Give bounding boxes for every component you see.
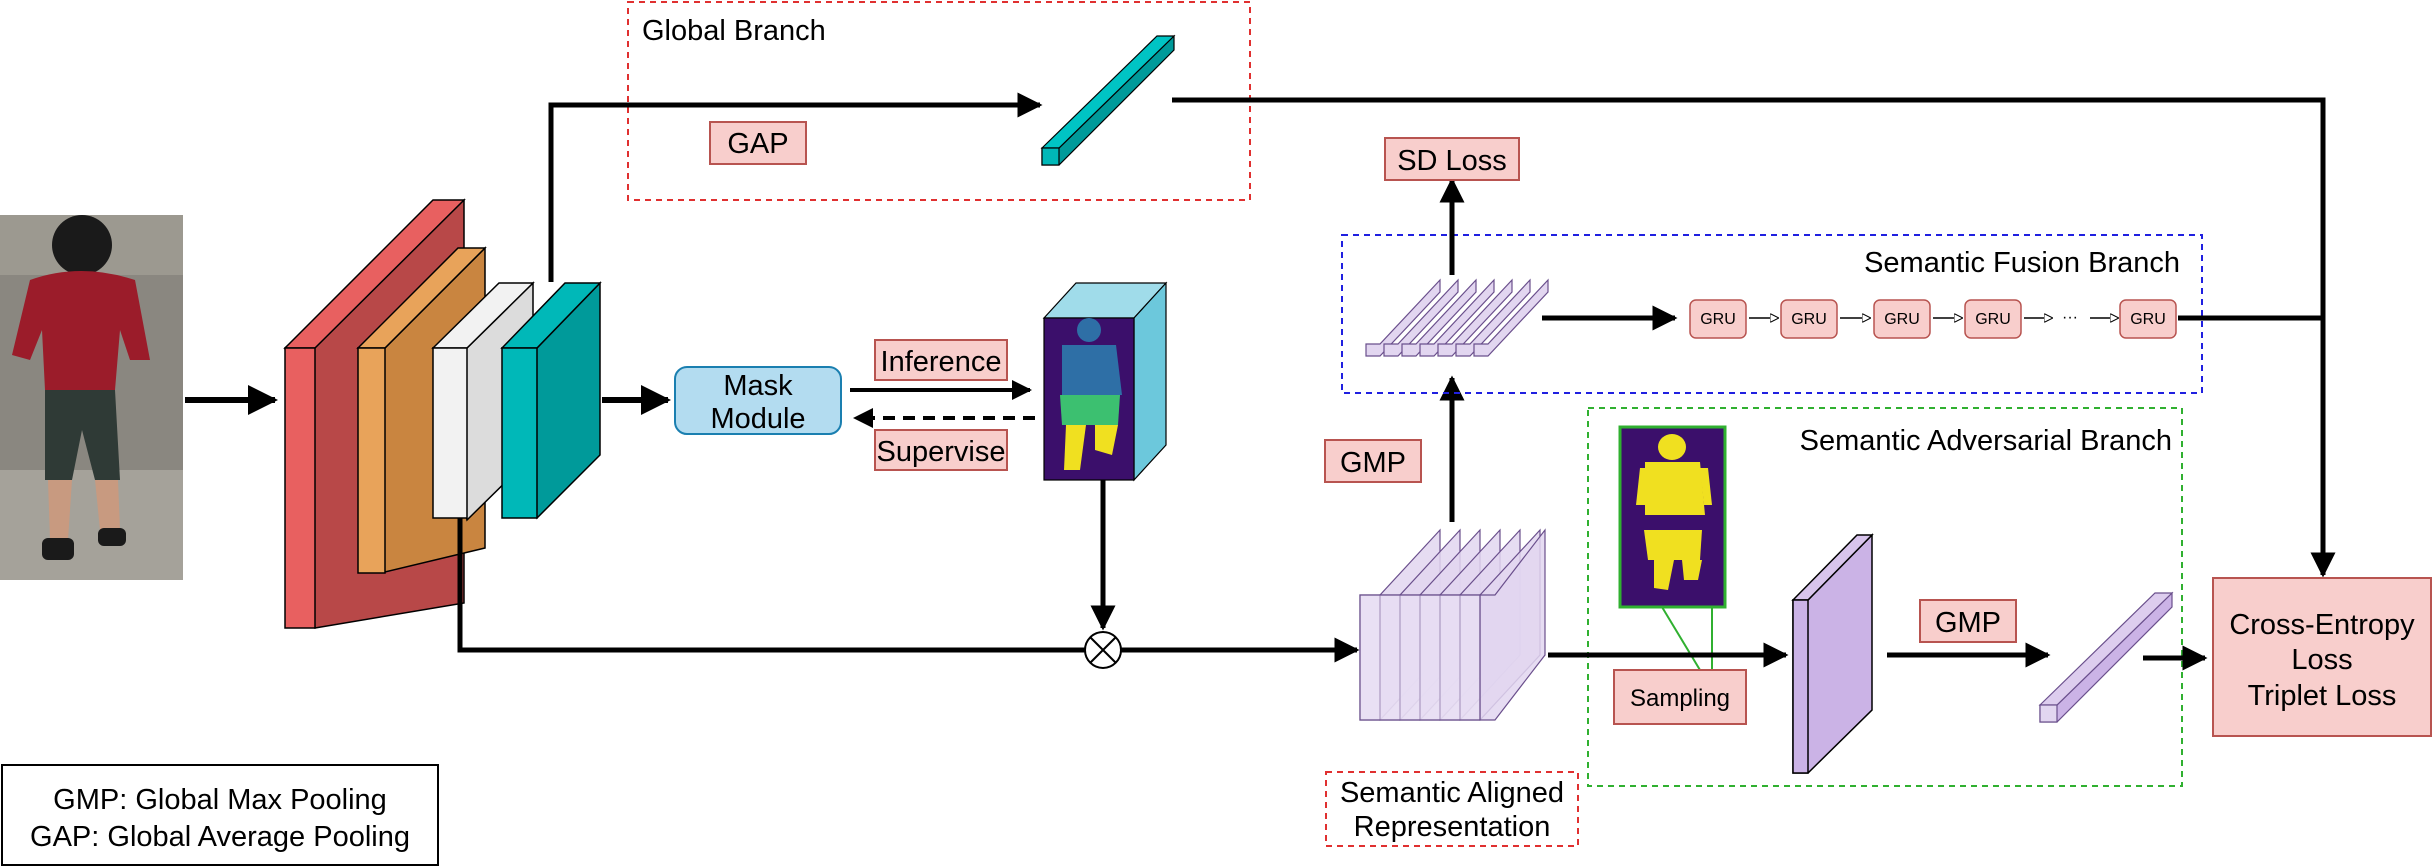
sampled-mask-image bbox=[1618, 425, 1727, 609]
losses-line3: Triplet Loss bbox=[2248, 680, 2397, 712]
semantic-fusion-frame bbox=[1341, 234, 2203, 394]
legend-gmp: GMP: Global Max Pooling bbox=[53, 784, 387, 816]
multiply-icon bbox=[1084, 631, 1122, 669]
gru-cell-label: GRU bbox=[1975, 311, 2011, 328]
gru-cell bbox=[1964, 299, 2022, 339]
gap-label: GAP bbox=[727, 128, 788, 160]
gmp-adversarial-label-box bbox=[1919, 599, 2017, 643]
gru-cell-label: GRU bbox=[2130, 311, 2166, 328]
semantic-aligned-line1: Semantic Aligned bbox=[1340, 777, 1564, 809]
backbone-to-multiply-line bbox=[457, 518, 1085, 653]
backbone-block-teal bbox=[500, 281, 602, 520]
gmp-adversarial-label: GMP bbox=[1935, 607, 2001, 639]
global-to-loss-arrow bbox=[1172, 97, 2336, 578]
mask-module-line2: Module bbox=[710, 403, 805, 435]
gru-cell-label: GRU bbox=[1700, 311, 1736, 328]
sampling-label-box bbox=[1613, 669, 1747, 725]
supervise-label: Supervise bbox=[877, 436, 1006, 468]
supervise-label-box bbox=[874, 429, 1008, 471]
semantic-fusion-title: Semantic Fusion Branch bbox=[1864, 247, 2180, 279]
legend-gap: GAP: Global Average Pooling bbox=[30, 821, 410, 853]
adversarial-feature-vector bbox=[2038, 591, 2174, 723]
semantic-adversarial-frame bbox=[1587, 407, 2183, 787]
input-person-image bbox=[0, 215, 183, 580]
gmp-vertical-label: GMP bbox=[1340, 447, 1406, 479]
semantic-adversarial-title: Semantic Adversarial Branch bbox=[1800, 425, 2172, 457]
gru-cell-label: GRU bbox=[1791, 311, 1827, 328]
fusion-feature-vectors bbox=[1365, 278, 1549, 357]
inference-label: Inference bbox=[881, 346, 1002, 378]
semantic-aligned-label-box bbox=[1325, 771, 1579, 847]
sampling-callout bbox=[1661, 606, 1713, 671]
semantic-aligned-line2: Representation bbox=[1354, 811, 1551, 843]
losses-box bbox=[2212, 577, 2432, 737]
legend-box bbox=[1, 764, 439, 866]
gmp-vertical-label-box bbox=[1324, 439, 1422, 483]
semantic-aligned-stack bbox=[1359, 528, 1546, 721]
gap-label-box bbox=[709, 121, 807, 165]
losses-line2: Loss bbox=[2291, 644, 2352, 676]
sd-loss-label: SD Loss bbox=[1397, 145, 1507, 177]
inference-label-box bbox=[874, 339, 1008, 381]
gru-chain: GRU GRU GRU GRU ··· GRU bbox=[1689, 299, 2177, 339]
mask-module-box bbox=[674, 366, 842, 435]
global-feature-vector bbox=[1040, 34, 1176, 166]
gru-cell-label: GRU bbox=[1884, 311, 1920, 328]
adversarial-feature-map bbox=[1791, 533, 1874, 774]
gru-cell bbox=[1780, 299, 1838, 339]
global-branch-title: Global Branch bbox=[642, 15, 826, 47]
global-branch-arrow bbox=[548, 92, 1043, 282]
gru-cell bbox=[1689, 299, 1747, 339]
gru-cell bbox=[1873, 299, 1931, 339]
gru-cell bbox=[2119, 299, 2177, 339]
sd-loss-box bbox=[1384, 137, 1520, 181]
sampling-label: Sampling bbox=[1630, 685, 1730, 712]
gru-ellipsis: ··· bbox=[2062, 309, 2078, 326]
mask-module-line1: Mask bbox=[723, 370, 793, 402]
segmentation-mask-cube bbox=[1042, 281, 1168, 482]
losses-line1: Cross-Entropy bbox=[2229, 609, 2415, 641]
